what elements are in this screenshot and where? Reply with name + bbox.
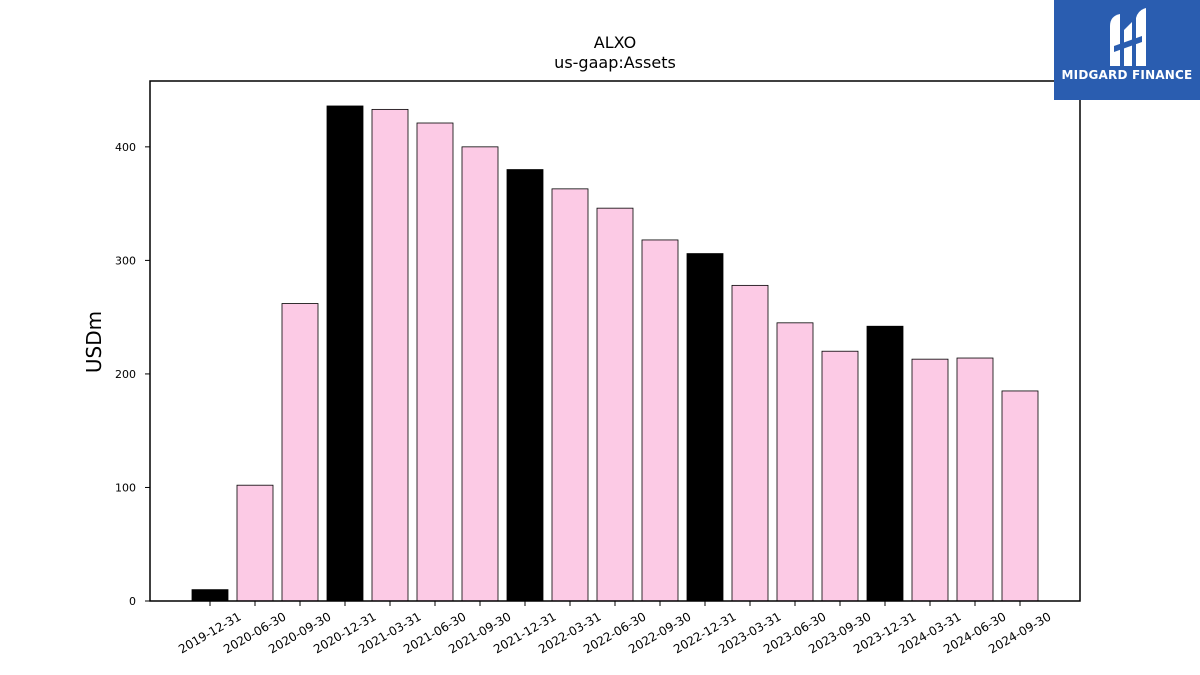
- bar-2020-09-30: [281, 303, 319, 602]
- logo-mark-icon: [1110, 8, 1146, 66]
- bars-group: [191, 105, 1039, 602]
- bar-2020-12-31: [326, 105, 364, 602]
- y-tick-label: 200: [115, 368, 136, 381]
- bar-2022-12-31: [686, 253, 724, 602]
- bar-2023-09-30: [821, 350, 859, 602]
- bar-2023-03-31: [731, 284, 769, 602]
- bar-2020-06-30: [236, 484, 274, 602]
- bar-2021-06-30: [416, 122, 454, 602]
- x-ticks-group: 2019-12-312020-06-302020-09-302020-12-31…: [176, 601, 1054, 656]
- y-ticks-group: 0 100 200 300 400: [115, 141, 150, 608]
- bar-2024-06-30: [956, 357, 994, 602]
- y-tick-label: 100: [115, 481, 136, 494]
- bar-2022-09-30: [641, 239, 679, 602]
- bar-2023-12-31: [866, 325, 904, 602]
- bar-2021-03-31: [371, 108, 409, 602]
- bar-2023-06-30: [776, 322, 814, 602]
- bar-2024-09-30: [1001, 390, 1039, 602]
- chart-subtitle: us-gaap:Assets: [554, 53, 676, 72]
- midgard-finance-logo: MIDGARD FINANCE: [1054, 0, 1200, 100]
- y-tick-label: 400: [115, 141, 136, 154]
- bar-2021-12-31: [506, 169, 544, 602]
- y-tick-label: 0: [129, 595, 136, 608]
- chart-title: ALXO: [594, 33, 636, 52]
- plot-frame: [149, 80, 1081, 602]
- bar-2019-12-31: [191, 589, 229, 602]
- logo-text: MIDGARD FINANCE: [1061, 68, 1193, 82]
- y-axis-label: USDm: [82, 311, 106, 373]
- bar-2024-03-31: [911, 358, 949, 602]
- bar-2021-09-30: [461, 146, 499, 602]
- y-tick-label: 300: [115, 254, 136, 267]
- bar-2022-03-31: [551, 188, 589, 602]
- bar-2022-06-30: [596, 207, 634, 602]
